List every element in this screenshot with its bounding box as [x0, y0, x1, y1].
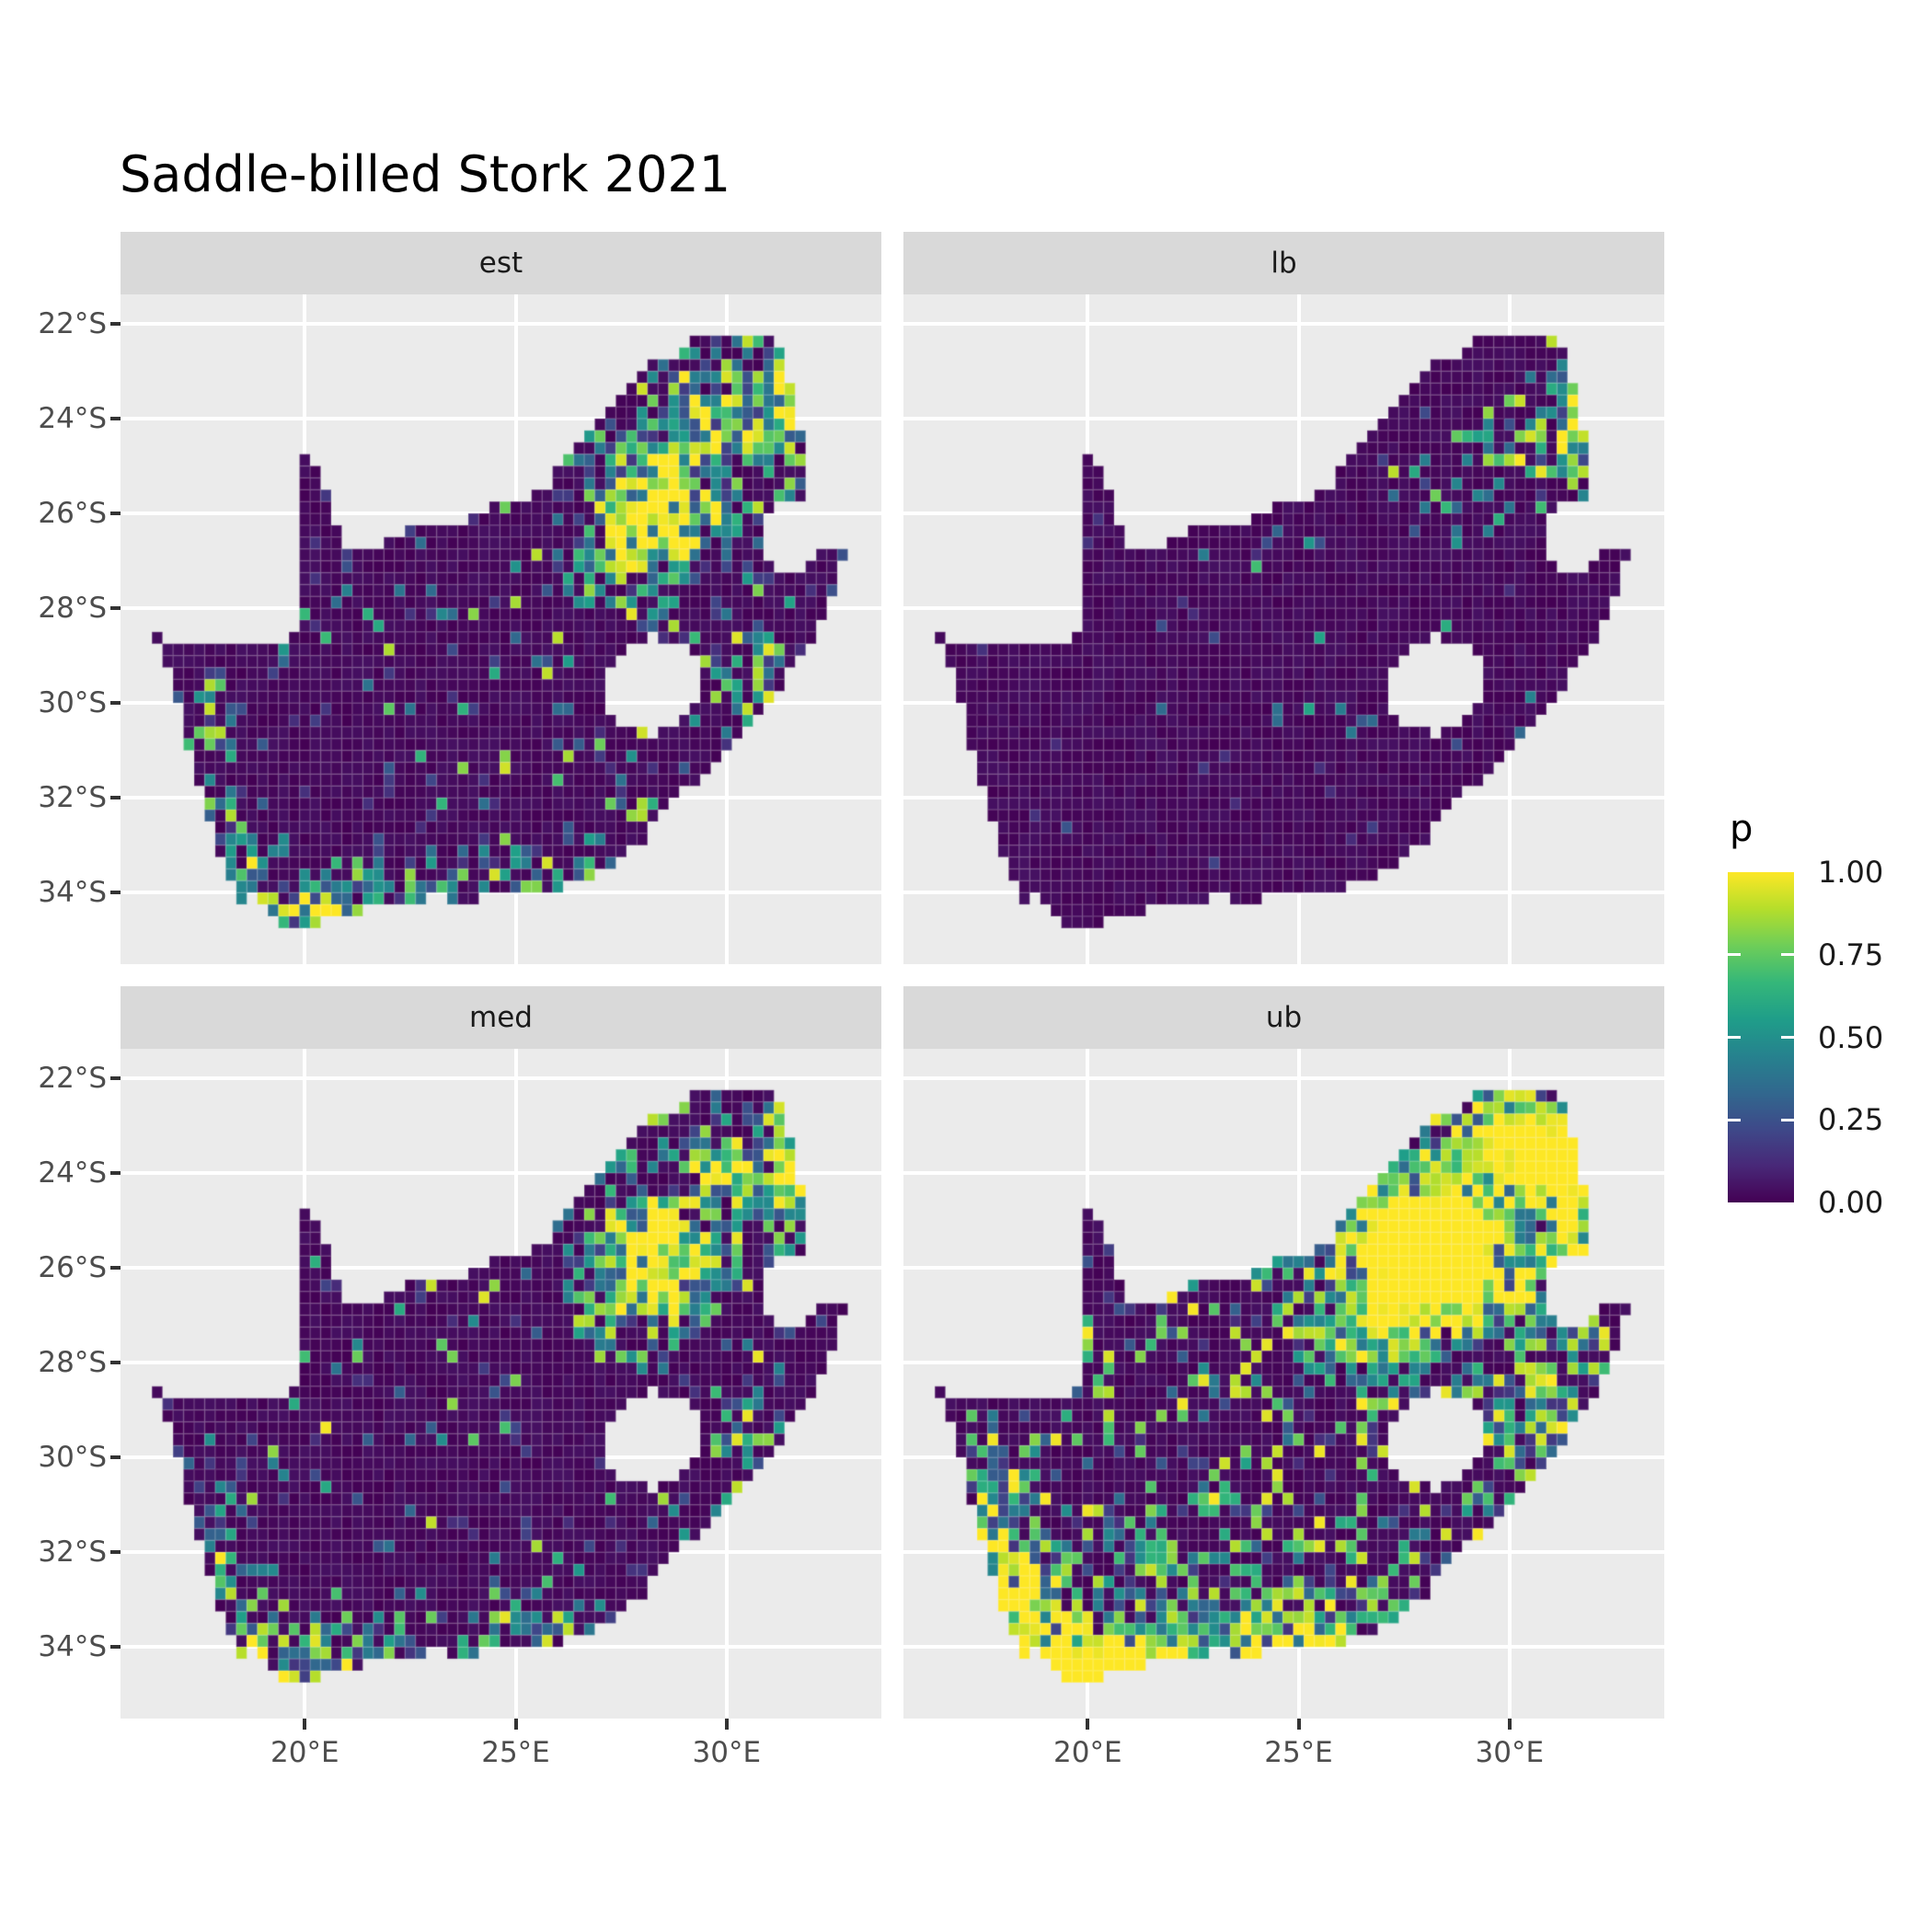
legend-tick-mark: [1728, 953, 1741, 957]
legend-tick-mark: [1728, 1036, 1741, 1039]
x-tick-label: 25°E: [481, 1736, 550, 1769]
facet-strip-est: est: [121, 232, 881, 294]
y-tick-mark: [110, 1075, 121, 1080]
facet-strip-ub: ub: [903, 986, 1664, 1049]
y-tick-mark: [110, 321, 121, 326]
y-tick-label: 26°S: [38, 497, 107, 530]
facet-strip-lb: lb: [903, 232, 1664, 294]
map-raster-ub: [903, 1049, 1664, 1719]
map-raster-med: [121, 1049, 881, 1719]
y-tick-mark: [110, 1645, 121, 1650]
y-tick-mark: [110, 701, 121, 706]
facet-label-ub: ub: [1265, 1001, 1303, 1034]
y-tick-label: 30°S: [38, 1441, 107, 1475]
map-panel-est: [121, 294, 881, 964]
y-tick-label: 32°S: [38, 1535, 107, 1570]
map-raster-est: [121, 294, 881, 964]
legend-tick-label: 0.50: [1818, 1019, 1884, 1055]
legend-tick-mark: [1781, 953, 1794, 957]
x-tick-mark: [724, 1719, 729, 1730]
x-tick-label: 20°E: [1053, 1736, 1122, 1769]
x-tick-label: 30°E: [692, 1736, 762, 1769]
y-tick-label: 24°S: [38, 402, 107, 435]
y-tick-mark: [110, 417, 121, 420]
facet-strip-med: med: [121, 986, 881, 1049]
y-tick-label: 34°S: [38, 1630, 107, 1664]
x-tick-mark: [1086, 1719, 1090, 1730]
legend-tick-label: 0.75: [1818, 937, 1884, 972]
y-tick-label: 22°S: [38, 306, 107, 340]
map-raster-lb: [903, 294, 1664, 964]
y-tick-label: 28°S: [38, 1346, 107, 1380]
y-tick-label: 32°S: [38, 781, 107, 815]
legend-title: p: [1730, 808, 1754, 850]
x-tick-label: 25°E: [1264, 1736, 1333, 1769]
y-tick-label: 28°S: [38, 592, 107, 626]
legend-tick-mark: [1781, 1036, 1794, 1039]
facet-label-lb: lb: [1271, 247, 1297, 280]
y-tick-label: 24°S: [38, 1156, 107, 1190]
legend-tick-mark: [1728, 1118, 1741, 1121]
plot-title: Saddle-billed Stork 2021: [120, 145, 731, 203]
y-tick-mark: [110, 1455, 121, 1460]
x-tick-mark: [303, 1719, 307, 1730]
legend-tick-label: 0.25: [1818, 1102, 1884, 1138]
y-tick-mark: [110, 796, 121, 800]
legend-tick-mark: [1781, 1118, 1794, 1121]
y-tick-label: 22°S: [38, 1061, 107, 1095]
legend-tick-label: 0.00: [1818, 1185, 1884, 1220]
y-tick-mark: [110, 1171, 121, 1175]
x-tick-mark: [1507, 1719, 1512, 1730]
y-tick-label: 34°S: [38, 876, 107, 910]
y-tick-mark: [110, 1361, 121, 1365]
facet-label-est: est: [478, 247, 523, 280]
facet-label-med: med: [469, 1001, 533, 1034]
y-tick-label: 30°S: [38, 686, 107, 720]
map-panel-lb: [903, 294, 1664, 964]
y-tick-mark: [110, 1550, 121, 1555]
map-panel-ub: [903, 1049, 1664, 1719]
x-tick-mark: [513, 1719, 518, 1730]
map-panel-med: [121, 1049, 881, 1719]
y-tick-mark: [110, 891, 121, 895]
legend-tick-label: 1.00: [1818, 855, 1884, 890]
y-tick-label: 26°S: [38, 1251, 107, 1284]
x-tick-label: 30°E: [1475, 1736, 1545, 1769]
y-tick-mark: [110, 512, 121, 515]
x-tick-mark: [1296, 1719, 1301, 1730]
y-tick-mark: [110, 1266, 121, 1270]
x-tick-label: 20°E: [270, 1736, 339, 1769]
y-tick-mark: [110, 606, 121, 611]
